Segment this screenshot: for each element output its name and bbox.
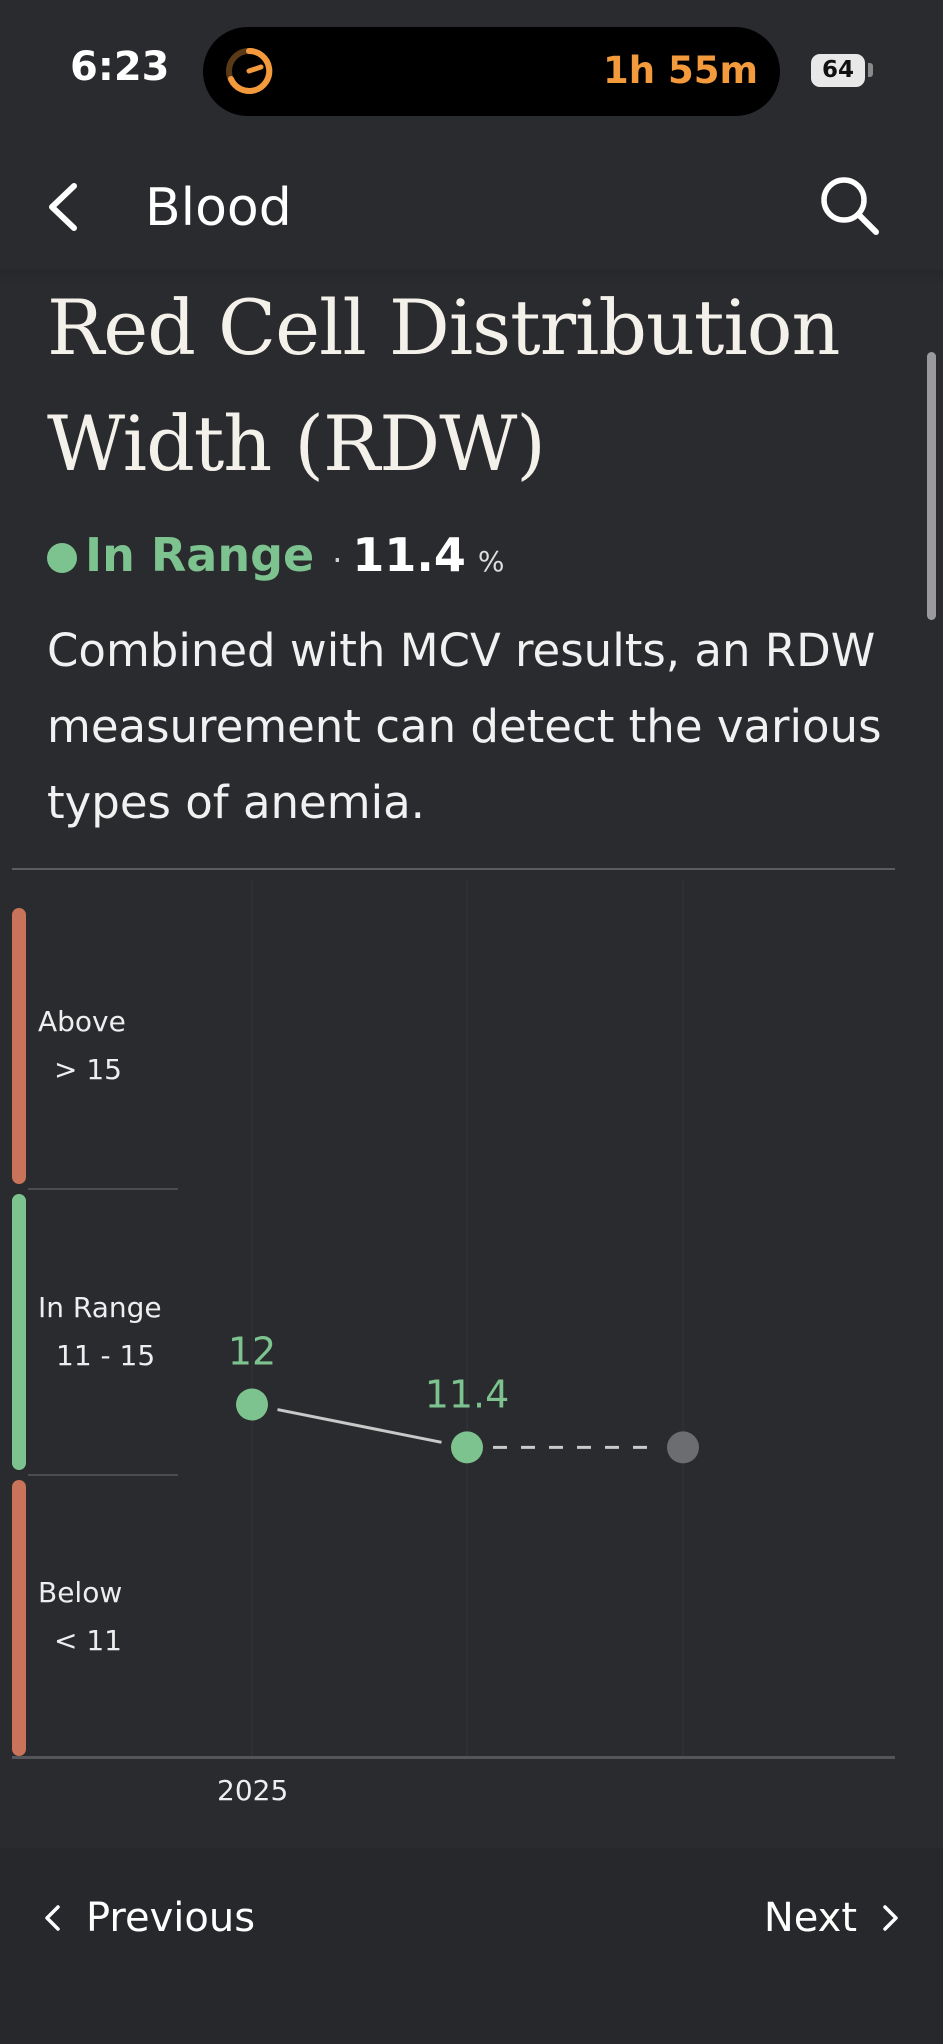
status-separator: · <box>332 541 343 579</box>
chevron-right-icon <box>883 1905 898 1931</box>
series-line <box>277 1408 442 1444</box>
band-below-title: Below <box>38 1576 123 1609</box>
previous-label: Previous <box>86 1895 256 1941</box>
footer-nav <box>0 1848 943 2044</box>
next-button[interactable]: Next <box>764 1895 901 1941</box>
band-below-bar <box>12 1480 26 1756</box>
data-label: 12 <box>228 1330 276 1374</box>
battery-nub <box>868 63 873 77</box>
page-title: Red Cell Distribution Width (RDW) <box>47 283 840 488</box>
band-above-title: Above <box>38 1005 126 1038</box>
biomarker-value: 11.4 <box>352 528 466 582</box>
band-in-range-range: 11 - 15 <box>56 1339 156 1372</box>
dynamic-island[interactable]: 1h 55m <box>203 27 780 116</box>
band-below-label: Below < 11 <box>38 1569 122 1665</box>
band-in-range-label: In Range 11 - 15 <box>38 1284 162 1380</box>
biomarker-unit: % <box>477 545 505 578</box>
status-dot-icon <box>47 543 77 573</box>
data-point <box>451 1431 483 1464</box>
header-shadow <box>0 270 943 284</box>
x-tick-label: 2025 <box>217 1774 289 1807</box>
data-label: 11.4 <box>425 1372 510 1416</box>
divider <box>12 868 895 870</box>
header-title: Blood <box>145 178 292 238</box>
status-summary: In Range · 11.4 % <box>47 528 505 588</box>
next-label: Next <box>763 1895 857 1941</box>
band-above-bar <box>12 908 26 1184</box>
data-point <box>236 1388 268 1421</box>
timer-ring-icon <box>226 47 273 94</box>
band-separator <box>28 1474 178 1476</box>
band-separator <box>28 1188 178 1190</box>
band-in-range-title: In Range <box>38 1291 162 1324</box>
rdw-trend-chart: 12 11.4 <box>228 880 699 1756</box>
search-icon[interactable] <box>814 170 884 240</box>
battery-icon: 64 <box>811 54 865 87</box>
band-above-label: Above > 15 <box>38 998 126 1094</box>
chevron-left-icon <box>45 1905 60 1931</box>
band-in-range-bar <box>12 1194 26 1470</box>
x-axis-line <box>12 1756 895 1759</box>
projected-point <box>667 1431 699 1464</box>
status-time: 6:23 <box>70 44 170 90</box>
scrollbar[interactable] <box>927 352 936 620</box>
band-above-range: > 15 <box>54 1053 122 1086</box>
timer-text: 1h 55m <box>602 49 758 92</box>
biomarker-description: Combined with MCV results, an RDW measur… <box>47 624 882 829</box>
back-chevron-icon[interactable] <box>38 172 88 242</box>
previous-button[interactable]: Previous <box>42 1895 255 1941</box>
status-label: In Range <box>85 528 315 582</box>
band-below-range: < 11 <box>54 1624 122 1657</box>
